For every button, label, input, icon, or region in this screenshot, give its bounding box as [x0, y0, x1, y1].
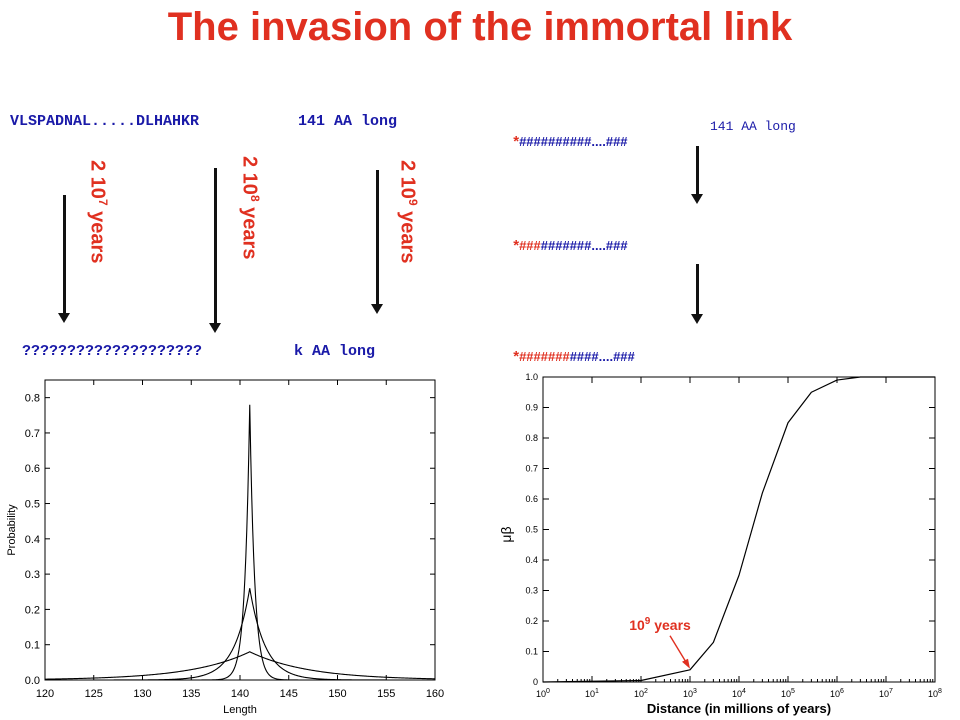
plot-frame	[542, 376, 936, 683]
x-tick-label: 130	[133, 688, 151, 700]
series-line-3	[44, 651, 436, 680]
y-tick-label: 0.4	[525, 555, 538, 565]
y-tick-label: 0.3	[525, 586, 538, 596]
length-probability-chart: 120 125 130 135 140 145 150 155 160 0.0 0.1 0.2 0.3 0…	[6, 379, 444, 716]
unknown-length: k AA long	[294, 343, 376, 360]
x-tick-label: 140	[231, 688, 249, 700]
y-tick-label: 0.3	[25, 569, 40, 581]
x-tick-label: 103	[683, 688, 697, 699]
y-tick-label: 0.7	[525, 464, 538, 474]
hash-line-1-length: 141 AA long	[710, 119, 796, 134]
annotation-arrow-head	[682, 658, 690, 669]
x-tick-label: 160	[426, 688, 444, 700]
x-tick-label: 155	[377, 688, 395, 700]
y-tick-label: 0.2	[25, 604, 40, 616]
x-tick-label: 104	[732, 688, 746, 699]
y-axis-label: μβ	[498, 526, 514, 542]
hash-line-3: *###########....###	[513, 348, 635, 365]
y-tick-label: 0.0	[25, 675, 40, 687]
sequence-text: VLSPADNAL.....DLHAHKR	[10, 113, 200, 130]
x-tick-label: 102	[634, 688, 648, 699]
y-tick-label: 0.4	[25, 534, 40, 546]
y-tick-label: 0.1	[525, 647, 538, 657]
y-tick-label: 0.8	[25, 393, 40, 405]
x-tick-label: 145	[280, 688, 298, 700]
x-tick-label: 106	[830, 688, 844, 699]
y-tick-label: 0.5	[25, 499, 40, 511]
y-tick-label: 0.6	[25, 463, 40, 475]
x-tick-label: 108	[928, 688, 942, 699]
annotation-arrow-line	[669, 635, 688, 665]
series-line-1	[45, 404, 435, 681]
x-tick-label: 100	[536, 688, 550, 699]
years-label-1: 2 107 years	[86, 160, 110, 264]
x-tick-label: 135	[182, 688, 200, 700]
slide-title: The invasion of the immortal link	[167, 5, 793, 49]
down-arrow-5	[691, 264, 703, 324]
y-tick-label: 0.1	[25, 640, 40, 652]
hash-line-2: *##########....###	[513, 237, 628, 254]
down-arrow-3	[371, 170, 383, 314]
x-tick-label: 150	[328, 688, 346, 700]
annotation-label: 109 years	[629, 616, 691, 633]
y-axis-label: Probability	[6, 504, 18, 556]
series-line-2	[45, 588, 435, 681]
distance-sigmoid-chart: 100 101 102 103 104 105 106 107 108 0 0.1 0.2 0.3 0.4…	[498, 372, 942, 716]
x-axis-label: Distance (in millions of years)	[647, 701, 831, 716]
x-tick-label: 125	[85, 688, 103, 700]
unknown-sequence: ????????????????????	[22, 343, 203, 360]
sigmoid-curve	[542, 376, 935, 683]
y-tick-label: 0.8	[525, 433, 538, 443]
y-tick-label: 0.2	[525, 616, 538, 626]
down-arrow-2	[209, 168, 221, 333]
down-arrow-1	[58, 195, 70, 323]
hash-line-1: *##########....###	[513, 133, 628, 150]
y-tick-label: 0.7	[25, 428, 40, 440]
plot-frame	[44, 379, 436, 681]
x-tick-label: 107	[879, 688, 893, 699]
down-arrow-4	[691, 146, 703, 204]
x-tick-label: 105	[781, 688, 795, 699]
y-tick-label: 1.0	[525, 372, 538, 382]
x-tick-label: 120	[36, 688, 54, 700]
years-label-2: 2 108 years	[238, 156, 262, 260]
years-label-3: 2 109 years	[396, 160, 420, 264]
sequence-length: 141 AA long	[298, 113, 398, 130]
x-axis-label: Length	[223, 704, 257, 716]
y-tick-label: 0.9	[525, 403, 538, 413]
y-tick-label: 0.5	[525, 525, 538, 535]
y-tick-label: 0.6	[525, 494, 538, 504]
x-tick-label: 101	[585, 688, 599, 699]
y-tick-label: 0	[533, 677, 538, 687]
